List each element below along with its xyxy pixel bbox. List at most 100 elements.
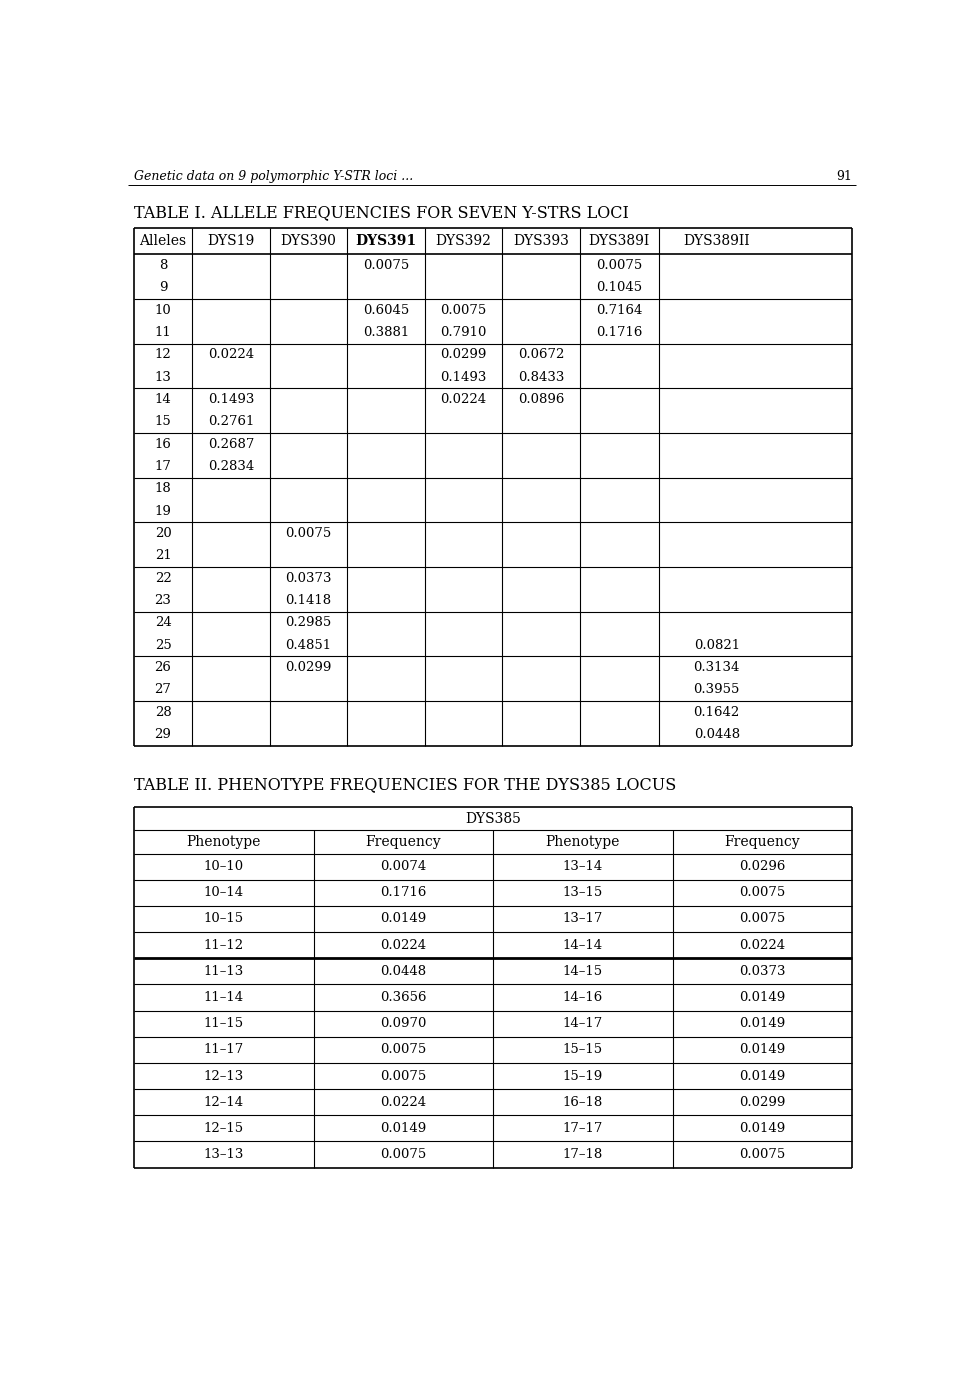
Text: DYS391: DYS391 xyxy=(355,234,417,248)
Text: 0.7910: 0.7910 xyxy=(440,326,487,338)
Text: 11–17: 11–17 xyxy=(204,1043,244,1057)
Text: 26: 26 xyxy=(155,660,172,674)
Text: 0.0970: 0.0970 xyxy=(380,1017,426,1031)
Text: 0.1493: 0.1493 xyxy=(207,394,254,406)
Text: 23: 23 xyxy=(155,594,172,607)
Text: 0.0075: 0.0075 xyxy=(739,886,785,900)
Text: 13–14: 13–14 xyxy=(563,860,603,874)
Text: 13: 13 xyxy=(155,370,172,384)
Text: 0.0373: 0.0373 xyxy=(285,571,331,585)
Text: 0.2985: 0.2985 xyxy=(285,616,331,629)
Text: 0.0672: 0.0672 xyxy=(517,348,564,362)
Text: 0.3881: 0.3881 xyxy=(363,326,409,338)
Text: TABLE I. ALLELE FREQUENCIES FOR SEVEN Y-STRS LOCI: TABLE I. ALLELE FREQUENCIES FOR SEVEN Y-… xyxy=(134,205,629,222)
Text: 0.0149: 0.0149 xyxy=(380,912,426,926)
Text: 24: 24 xyxy=(155,616,172,629)
Text: 0.1418: 0.1418 xyxy=(285,594,331,607)
Text: 25: 25 xyxy=(155,638,172,652)
Text: 15: 15 xyxy=(155,416,172,428)
Text: 0.1716: 0.1716 xyxy=(380,886,426,900)
Text: 0.4851: 0.4851 xyxy=(285,638,331,652)
Text: 0.0075: 0.0075 xyxy=(739,1148,785,1161)
Text: 8: 8 xyxy=(158,259,167,272)
Text: 0.0224: 0.0224 xyxy=(207,348,253,362)
Text: 0.0224: 0.0224 xyxy=(380,938,426,952)
Text: 0.0075: 0.0075 xyxy=(363,259,409,272)
Text: 0.0075: 0.0075 xyxy=(380,1043,426,1057)
Text: 21: 21 xyxy=(155,549,172,563)
Text: 28: 28 xyxy=(155,706,172,718)
Text: 0.0075: 0.0075 xyxy=(441,304,487,316)
Text: 14–17: 14–17 xyxy=(563,1017,603,1031)
Text: 10–14: 10–14 xyxy=(204,886,244,900)
Text: 0.0224: 0.0224 xyxy=(739,938,785,952)
Text: 0.0448: 0.0448 xyxy=(380,965,426,978)
Text: 14–15: 14–15 xyxy=(563,965,603,978)
Text: 0.0149: 0.0149 xyxy=(739,1017,785,1031)
Text: 13–17: 13–17 xyxy=(563,912,603,926)
Text: 14: 14 xyxy=(155,394,172,406)
Text: DYS389I: DYS389I xyxy=(588,234,650,248)
Text: 0.1045: 0.1045 xyxy=(596,282,642,294)
Text: 11: 11 xyxy=(155,326,172,338)
Text: 0.0075: 0.0075 xyxy=(380,1069,426,1083)
Text: Frequency: Frequency xyxy=(725,835,801,849)
Text: 10–10: 10–10 xyxy=(204,860,244,874)
Text: 15–15: 15–15 xyxy=(563,1043,603,1057)
Text: 27: 27 xyxy=(155,684,172,696)
Text: 29: 29 xyxy=(155,728,172,742)
Text: 0.0373: 0.0373 xyxy=(739,965,786,978)
Text: 0.0149: 0.0149 xyxy=(739,991,785,1004)
Text: 0.0299: 0.0299 xyxy=(739,1095,785,1109)
Text: 0.0075: 0.0075 xyxy=(380,1148,426,1161)
Text: 0.0299: 0.0299 xyxy=(440,348,487,362)
Text: 12–14: 12–14 xyxy=(204,1095,244,1109)
Text: 10–15: 10–15 xyxy=(204,912,244,926)
Text: 0.0074: 0.0074 xyxy=(380,860,426,874)
Text: Phenotype: Phenotype xyxy=(546,835,620,849)
Text: 0.1642: 0.1642 xyxy=(694,706,740,718)
Text: Frequency: Frequency xyxy=(366,835,442,849)
Text: 0.8433: 0.8433 xyxy=(517,370,564,384)
Text: 22: 22 xyxy=(155,571,172,585)
Text: 0.1716: 0.1716 xyxy=(596,326,642,338)
Text: 0.3134: 0.3134 xyxy=(693,660,740,674)
Text: 0.0075: 0.0075 xyxy=(739,912,785,926)
Text: 14–16: 14–16 xyxy=(563,991,603,1004)
Text: 91: 91 xyxy=(836,171,852,183)
Text: 11–14: 11–14 xyxy=(204,991,244,1004)
Text: 17–18: 17–18 xyxy=(563,1148,603,1161)
Text: 0.0075: 0.0075 xyxy=(285,527,331,539)
Text: 20: 20 xyxy=(155,527,172,539)
Text: DYS389II: DYS389II xyxy=(684,234,750,248)
Text: 0.0149: 0.0149 xyxy=(739,1121,785,1135)
Text: 0.0299: 0.0299 xyxy=(285,660,331,674)
Text: 10: 10 xyxy=(155,304,172,316)
Text: 14–14: 14–14 xyxy=(563,938,603,952)
Text: 0.0896: 0.0896 xyxy=(517,394,564,406)
Text: 16: 16 xyxy=(155,438,172,451)
Text: 0.0821: 0.0821 xyxy=(694,638,740,652)
Text: 17: 17 xyxy=(155,460,172,473)
Text: DYS393: DYS393 xyxy=(513,234,568,248)
Text: 0.0224: 0.0224 xyxy=(380,1095,426,1109)
Text: DYS19: DYS19 xyxy=(207,234,254,248)
Text: 19: 19 xyxy=(155,505,172,517)
Text: Phenotype: Phenotype xyxy=(186,835,261,849)
Text: 0.2834: 0.2834 xyxy=(207,460,254,473)
Text: DYS390: DYS390 xyxy=(280,234,336,248)
Text: 11–12: 11–12 xyxy=(204,938,244,952)
Text: 13–15: 13–15 xyxy=(563,886,603,900)
Text: 0.1493: 0.1493 xyxy=(440,370,487,384)
Text: 17–17: 17–17 xyxy=(563,1121,603,1135)
Text: 0.6045: 0.6045 xyxy=(363,304,409,316)
Text: 16–18: 16–18 xyxy=(563,1095,603,1109)
Text: Genetic data on 9 polymorphic Y-STR loci ...: Genetic data on 9 polymorphic Y-STR loci… xyxy=(134,171,413,183)
Text: 0.3656: 0.3656 xyxy=(380,991,426,1004)
Text: 12–13: 12–13 xyxy=(204,1069,244,1083)
Text: 13–13: 13–13 xyxy=(204,1148,244,1161)
Text: 12–15: 12–15 xyxy=(204,1121,244,1135)
Text: 12: 12 xyxy=(155,348,172,362)
Text: 15–19: 15–19 xyxy=(563,1069,603,1083)
Text: 18: 18 xyxy=(155,483,172,495)
